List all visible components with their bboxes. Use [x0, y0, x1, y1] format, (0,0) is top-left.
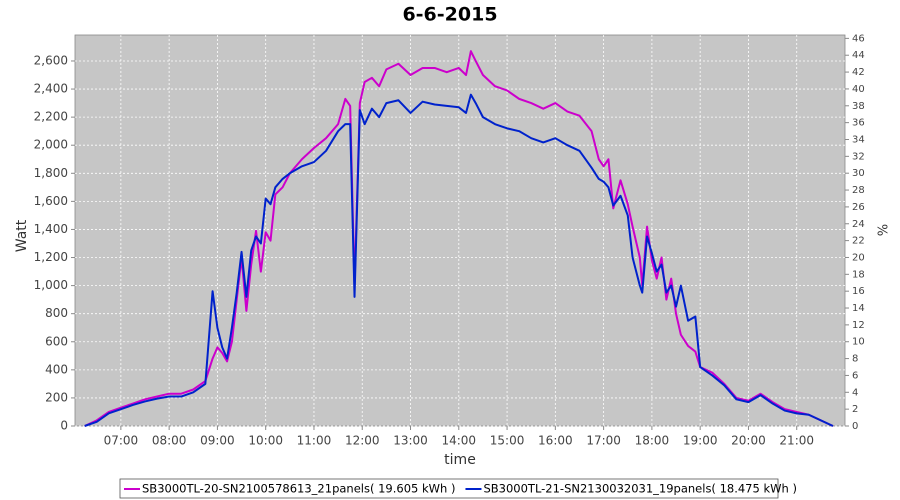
y2-tick-label: 44: [852, 50, 865, 61]
x-tick-label: 17:00: [586, 434, 621, 448]
y2-tick-label: 22: [852, 236, 865, 247]
y-tick-label: 800: [45, 306, 68, 320]
y2-tick-label: 30: [852, 168, 865, 179]
x-tick-label: 13:00: [393, 434, 428, 448]
y2-tick-label: 6: [852, 370, 858, 381]
y-tick-label: 1,200: [34, 250, 68, 264]
y2-tick-label: 34: [852, 134, 865, 145]
y2-tick-label: 14: [852, 303, 865, 314]
x-tick-label: 16:00: [538, 434, 573, 448]
y2-tick-label: 4: [852, 387, 858, 398]
y-tick-label: 2,000: [34, 138, 68, 152]
y2-tick-label: 26: [852, 202, 865, 213]
y2-tick-label: 16: [852, 286, 865, 297]
x-tick-label: 20:00: [731, 434, 766, 448]
y2-tick-label: 46: [852, 33, 865, 44]
y2-tick-label: 2: [852, 404, 858, 415]
x-tick-label: 19:00: [683, 434, 718, 448]
series-line: [84, 50, 834, 427]
y-tick-label: 1,400: [34, 222, 68, 236]
y-tick-label: 1,600: [34, 194, 68, 208]
y2-tick-label: 24: [852, 219, 865, 230]
y-tick-label: 200: [45, 390, 68, 404]
y-tick-label: 1,000: [34, 278, 68, 292]
y2-tick-label: 38: [852, 101, 865, 112]
y2-tick-label: 20: [852, 252, 865, 263]
series-line: [84, 93, 834, 427]
y2-axis-label: %: [874, 224, 889, 236]
plot-area: [74, 34, 846, 427]
y-tick-label: 2,600: [34, 53, 68, 67]
y2-tick-label: 0: [852, 421, 858, 432]
x-tick-label: 14:00: [441, 434, 476, 448]
x-tick-label: 07:00: [104, 434, 139, 448]
legend: [119, 478, 779, 499]
x-axis-label: time: [444, 452, 476, 468]
legend-label: SB3000TL-21-SN2130032031_19panels( 18.47…: [483, 482, 796, 496]
y2-tick-label: 18: [852, 269, 865, 280]
y2-tick-label: 36: [852, 118, 865, 129]
y2-tick-label: 12: [852, 320, 865, 331]
x-tick-label: 11:00: [297, 434, 332, 448]
y-tick-label: 2,400: [34, 82, 68, 96]
y-tick-label: 2,200: [34, 110, 68, 124]
chart-title: 6-6-2015: [402, 4, 497, 26]
x-tick-label: 15:00: [490, 434, 525, 448]
y-tick-label: 600: [45, 334, 68, 348]
x-tick-label: 12:00: [345, 434, 380, 448]
x-tick-label: 09:00: [200, 434, 235, 448]
x-tick-label: 21:00: [779, 434, 814, 448]
y-axis-label: Watt: [14, 219, 30, 252]
y-tick-label: 400: [45, 362, 68, 376]
y2-tick-label: 32: [852, 151, 865, 162]
y-tick-label: 1,800: [34, 166, 68, 180]
x-tick-label: 18:00: [635, 434, 670, 448]
y2-tick-label: 42: [852, 67, 865, 78]
y2-tick-label: 8: [852, 354, 858, 365]
y2-tick-label: 40: [852, 84, 865, 95]
legend-label: SB3000TL-20-SN2100578613_21panels( 19.60…: [142, 482, 455, 496]
y-tick-label: 0: [60, 419, 68, 433]
x-tick-label: 10:00: [248, 434, 283, 448]
y2-tick-label: 28: [852, 185, 865, 196]
x-tick-label: 08:00: [152, 434, 187, 448]
y2-tick-label: 10: [852, 337, 865, 348]
